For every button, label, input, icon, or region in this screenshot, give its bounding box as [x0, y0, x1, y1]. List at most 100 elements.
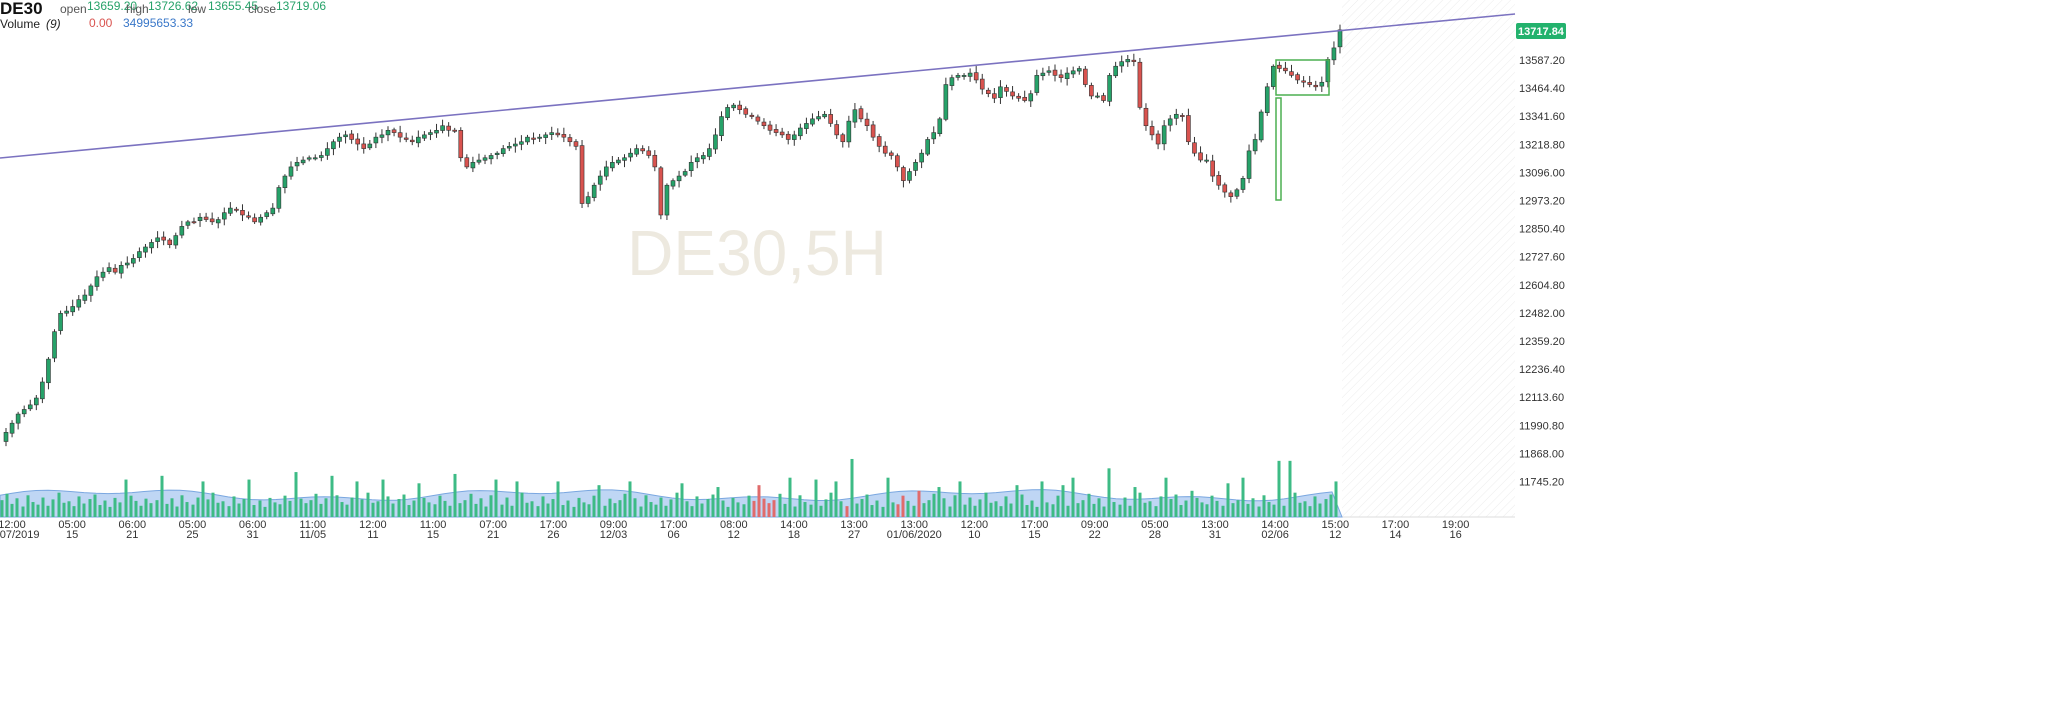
volume-bar: [742, 504, 746, 517]
y-tick-label: 13341.60: [1519, 111, 1565, 123]
candle-body: [895, 155, 900, 168]
volume-bar: [731, 497, 735, 517]
close-label: close: [248, 2, 277, 16]
volume-bar: [500, 504, 504, 517]
volume-bar: [201, 481, 205, 517]
candle-body: [1222, 184, 1228, 193]
volume-bar: [613, 503, 617, 517]
volume-bar: [1251, 498, 1255, 517]
volume-bar: [772, 500, 776, 517]
candle-body: [1271, 65, 1276, 87]
candle-body: [1186, 115, 1191, 143]
candle-body: [1058, 74, 1064, 78]
candle-body: [464, 157, 470, 168]
candle-body: [1264, 86, 1270, 114]
volume-bar: [1257, 506, 1261, 517]
candle-body: [488, 155, 494, 160]
volume-bar: [989, 502, 993, 517]
volume-bar: [1118, 504, 1122, 517]
volume-bar: [1087, 493, 1091, 517]
volume-bar: [1138, 492, 1142, 517]
volume-bar: [505, 497, 509, 517]
volume-bar: [1148, 501, 1152, 517]
volume-bar: [618, 500, 622, 517]
volume-bar: [494, 479, 498, 517]
x-tick-sublabel: 27: [848, 529, 860, 541]
x-tick-label: 14:00: [780, 519, 808, 531]
volume-bar: [196, 497, 200, 517]
x-tick-sublabel: 01/06/2020: [887, 529, 942, 541]
open-label: open: [60, 2, 87, 16]
volume-bar: [170, 498, 174, 517]
volume-bar: [654, 504, 658, 517]
volume-bar: [1200, 502, 1204, 517]
volume-bar: [422, 497, 426, 517]
volume-bar: [798, 495, 802, 517]
volume-bar: [1020, 494, 1024, 517]
volume-bar: [721, 500, 725, 517]
candle-body: [1337, 29, 1343, 48]
volume-bar: [340, 502, 344, 517]
volume-bar: [402, 494, 406, 517]
volume-bar: [639, 506, 643, 517]
candle-body: [925, 139, 930, 155]
candle-body: [64, 310, 69, 314]
volume-bar: [458, 503, 462, 517]
volume-bar: [592, 495, 596, 517]
y-tick-label: 12482.00: [1519, 308, 1565, 320]
volume-bar: [206, 499, 210, 517]
x-tick-sublabel: 25: [186, 529, 198, 541]
candle-body: [670, 180, 676, 187]
candle-body: [755, 116, 761, 122]
candle-body: [391, 129, 397, 133]
candle-body: [234, 208, 239, 211]
volume-bar: [1015, 485, 1019, 517]
x-tick-sublabel: 26: [547, 529, 559, 541]
candle-body: [1252, 139, 1258, 152]
candle-body: [1216, 175, 1222, 186]
volume-bar: [1282, 505, 1286, 517]
candle-body: [828, 114, 833, 124]
volume-bar: [814, 479, 818, 517]
volume-bar: [649, 502, 653, 517]
volume-bar: [417, 483, 421, 517]
y-tick-label: 13218.80: [1519, 139, 1565, 151]
volume-bar: [582, 502, 586, 517]
volume-bar: [175, 506, 179, 517]
candle-body: [1034, 75, 1040, 93]
candle-body: [179, 226, 185, 236]
candle-body: [361, 143, 367, 149]
candle-body: [603, 166, 609, 177]
volume-bar: [438, 495, 442, 517]
volume-bar: [93, 494, 97, 517]
candle-body: [452, 129, 458, 132]
x-tick-label: 05:00: [1141, 519, 1169, 531]
x-tick-sublabel: 15: [427, 529, 439, 541]
y-tick-label: 11745.20: [1519, 477, 1564, 489]
highlight-box: [1275, 97, 1282, 201]
candle-body: [688, 162, 694, 172]
candle-body: [1070, 70, 1076, 75]
candle-body: [1277, 64, 1282, 69]
candle-body: [1192, 142, 1197, 154]
volume-bar: [227, 506, 231, 517]
candle-body: [1119, 61, 1125, 67]
volume-bar: [803, 502, 807, 517]
candle-body: [1040, 72, 1046, 77]
candle-body: [288, 166, 294, 177]
candle-body: [1010, 91, 1015, 97]
candle-body: [1331, 47, 1337, 61]
candle-body: [1307, 82, 1312, 85]
x-tick-sublabel: 11/05: [299, 529, 326, 541]
candle-body: [112, 267, 118, 273]
candle-body: [1240, 178, 1246, 190]
volume-bar: [1071, 477, 1075, 517]
volume-bar: [278, 504, 282, 517]
volume-bar: [778, 493, 782, 517]
candle-body: [646, 150, 652, 156]
candle-body: [82, 294, 88, 301]
volume-bar: [427, 502, 431, 517]
volume-bar: [886, 477, 890, 517]
